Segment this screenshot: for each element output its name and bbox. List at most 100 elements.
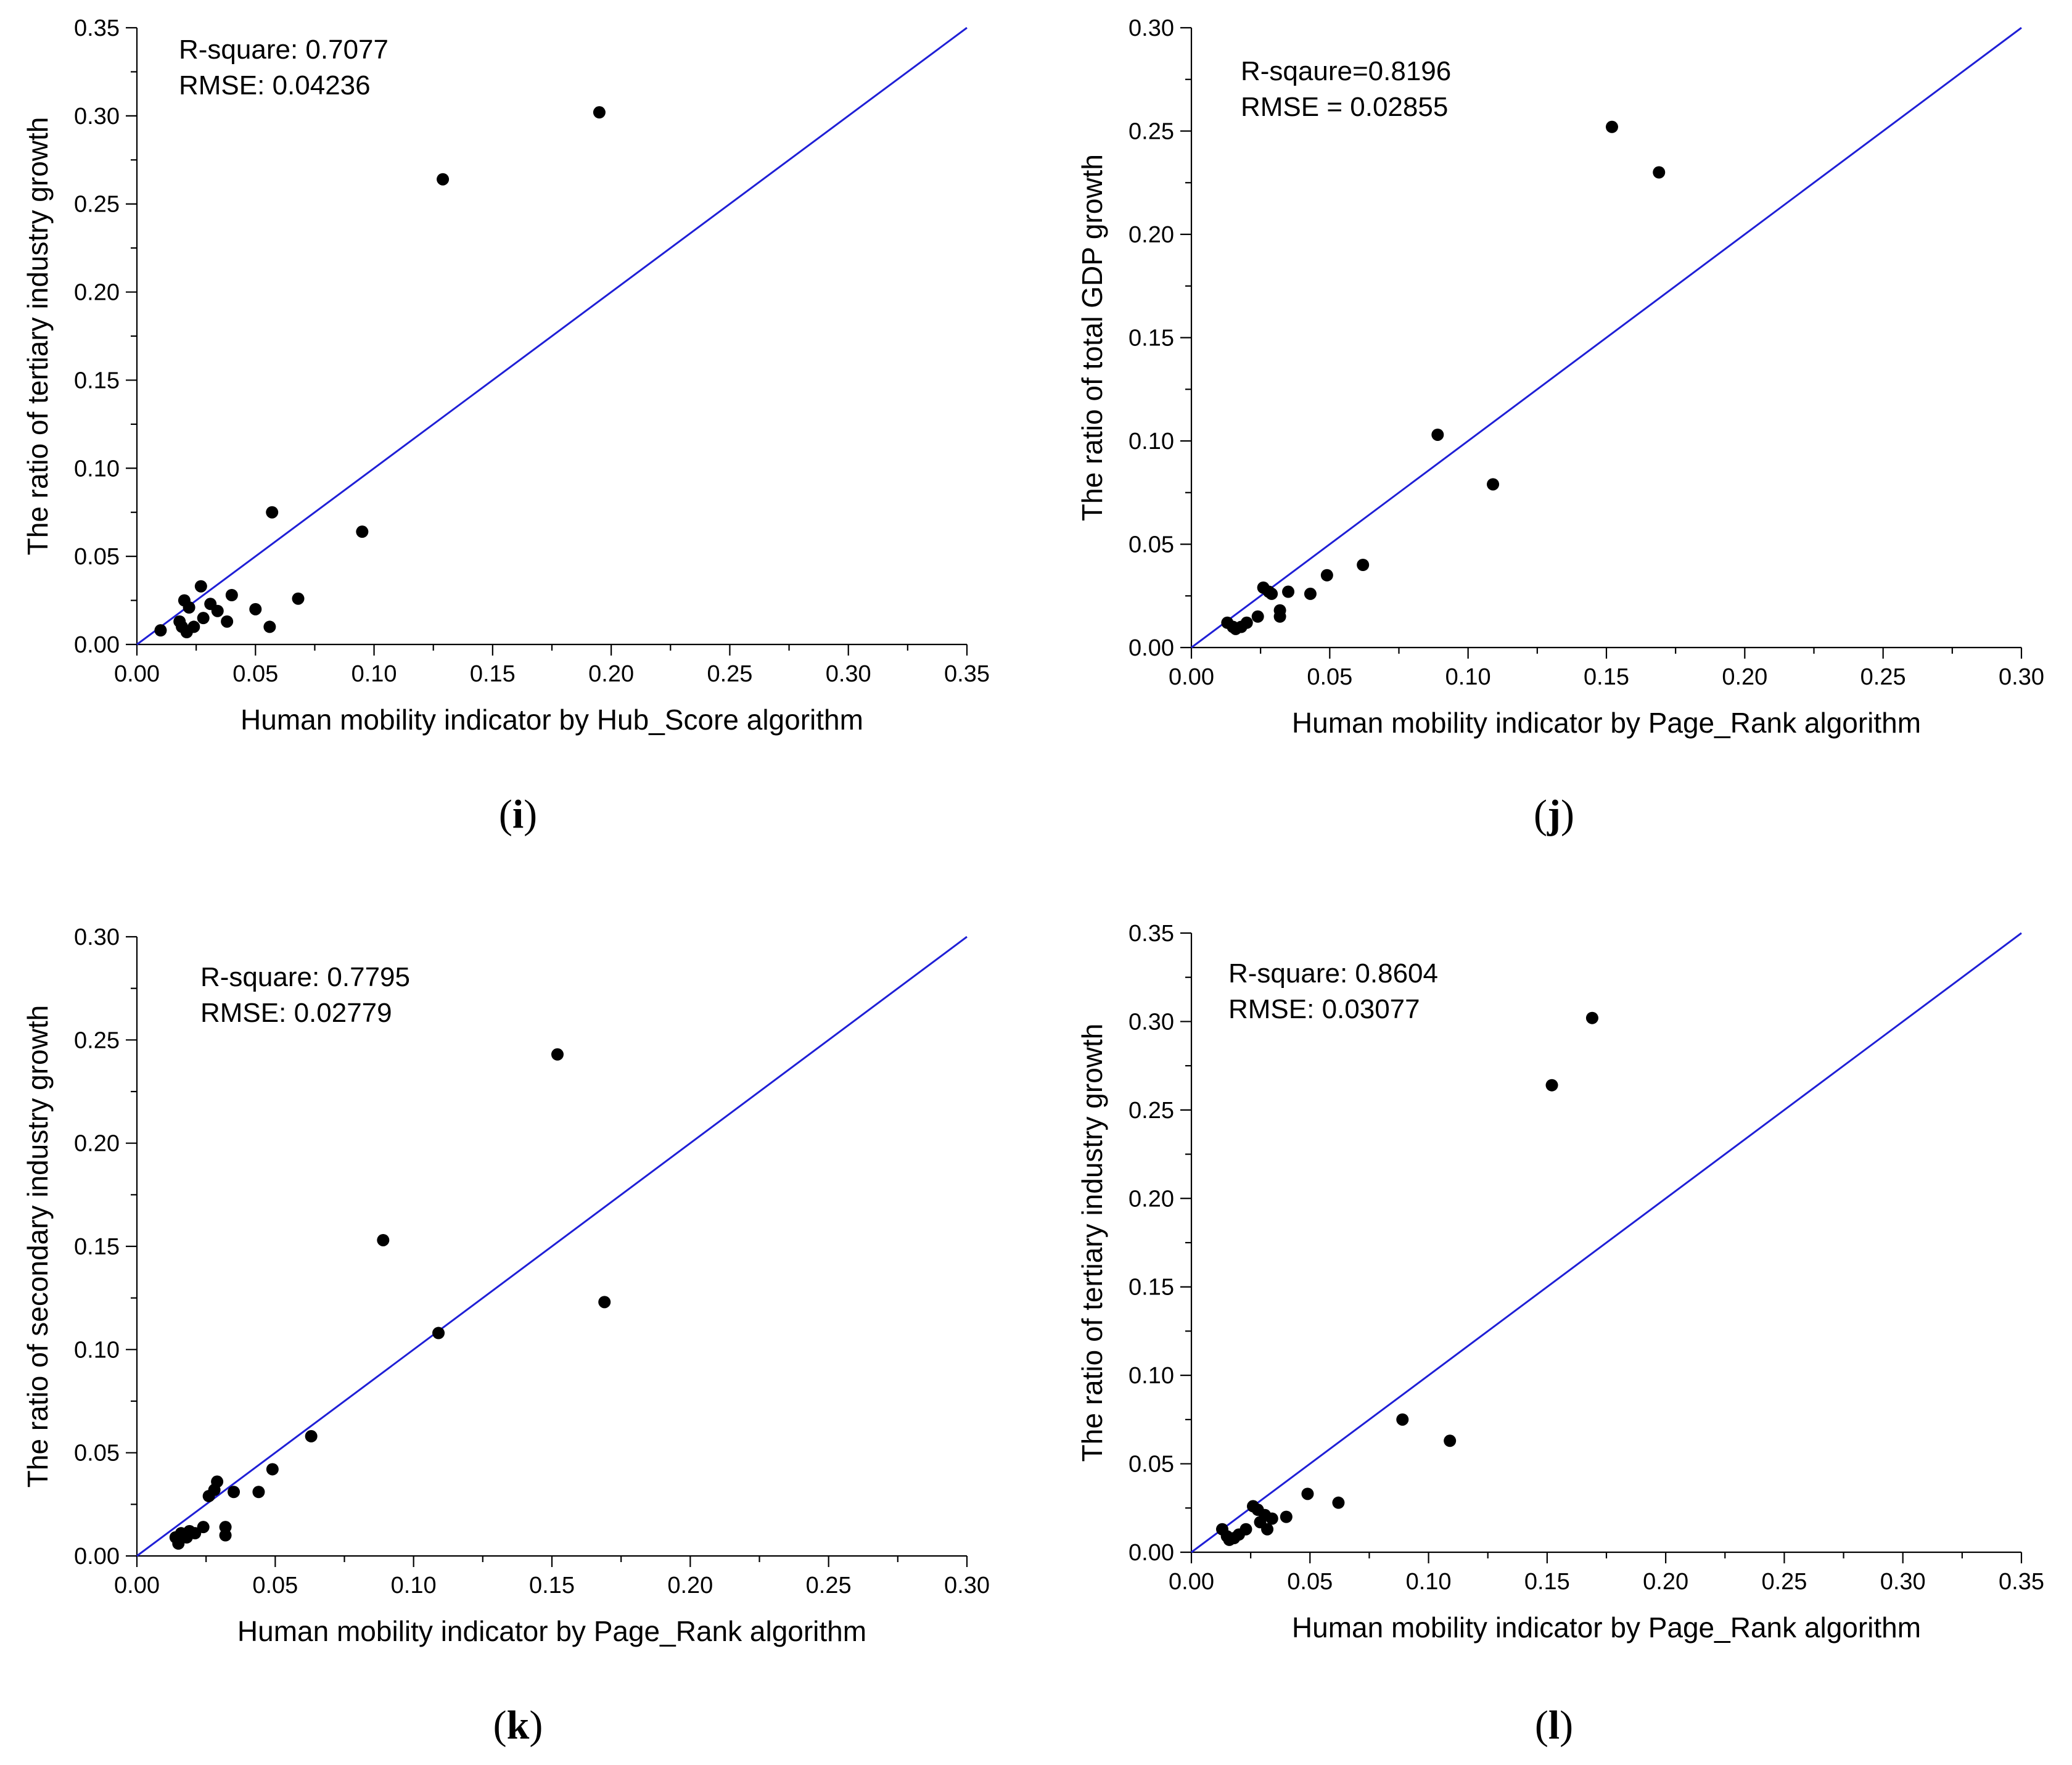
data-point <box>1261 1523 1274 1536</box>
data-point <box>1444 1434 1457 1447</box>
x-tick-label: 0.10 <box>1406 1569 1452 1595</box>
panel-caption-i: (i) <box>498 792 538 837</box>
data-point <box>266 506 279 519</box>
x-tick-label: 0.00 <box>114 661 160 687</box>
data-point <box>551 1048 564 1061</box>
data-point <box>1304 587 1317 600</box>
panel-caption-j: (j) <box>1534 792 1574 837</box>
scatter-plot-l: 0.00 0.05 0.10 0.15 0.20 0.25 0.30 0.35 0.00 0.05… <box>1076 921 2044 1644</box>
x-axis-title: Human mobility indicator by Page_Rank al… <box>1292 1611 1921 1644</box>
scatter-plot-i: 0.00 0.05 0.10 0.15 0.20 0.25 0.30 0.35 0.00 0.05… <box>22 15 990 736</box>
data-point <box>437 173 450 186</box>
data-point <box>1265 587 1278 600</box>
x-tick-label: 0.10 <box>391 1573 437 1598</box>
data-point <box>598 1296 611 1309</box>
x-tick-label: 0.30 <box>1999 664 2044 690</box>
data-point <box>183 601 195 614</box>
y-axis-title: The ratio of tertiary industry growth <box>22 117 54 556</box>
data-point <box>187 620 200 633</box>
r-square-annotation: R-square: 0.7077 <box>179 35 388 65</box>
chart-panel-i: 0.00 0.05 0.10 0.15 0.20 0.25 0.30 0.35 0.00 0.05… <box>0 0 1036 882</box>
reference-line <box>136 936 968 1557</box>
y-tick-label: 0.15 <box>74 1234 120 1260</box>
y-tick-label: 0.00 <box>74 632 120 658</box>
panel-label-j: j <box>1547 792 1561 837</box>
data-point <box>1545 1079 1558 1092</box>
y-tick-label: 0.25 <box>74 192 120 218</box>
y-tick-label: 0.05 <box>1128 532 1174 558</box>
reference-line <box>1191 27 2022 649</box>
y-tick-label: 0.15 <box>1128 326 1174 352</box>
y-tick-label: 0.05 <box>74 544 120 570</box>
y-tick-label: 0.30 <box>1128 15 1174 41</box>
y-tick-label: 0.30 <box>74 924 120 950</box>
x-tick-label: 0.15 <box>1584 664 1629 690</box>
data-point <box>1301 1487 1314 1500</box>
data-point <box>1431 428 1444 441</box>
y-tick-label: 0.15 <box>1128 1275 1174 1301</box>
data-point <box>1265 1512 1278 1525</box>
data-point <box>1396 1413 1409 1426</box>
y-tick-label: 0.30 <box>74 104 120 130</box>
x-tick-label: 0.25 <box>707 661 752 687</box>
y-tick-label: 0.10 <box>1128 429 1174 455</box>
panel-label-i: i <box>512 792 524 837</box>
data-point <box>252 1486 265 1499</box>
x-tick-label: 0.00 <box>114 1573 160 1598</box>
panel-caption-l: (l) <box>1534 1703 1574 1748</box>
data-point <box>1273 604 1286 617</box>
data-point <box>1487 478 1500 491</box>
y-tick-label: 0.10 <box>1128 1363 1174 1389</box>
x-axis-title: Human mobility indicator by Page_Rank al… <box>1292 707 1921 739</box>
x-tick-label: 0.15 <box>470 661 516 687</box>
y-tick-label: 0.15 <box>74 368 120 393</box>
data-point <box>154 624 167 637</box>
data-point <box>221 615 234 628</box>
r-square-annotation: R-sqaure=0.8196 <box>1241 56 1451 86</box>
x-tick-label: 0.25 <box>806 1573 852 1598</box>
data-point <box>1282 585 1295 598</box>
data-point <box>593 106 606 119</box>
data-point <box>1585 1011 1598 1024</box>
reference-line <box>136 27 968 646</box>
data-point <box>356 525 369 538</box>
y-tick-label: 0.05 <box>1128 1452 1174 1478</box>
x-tick-label: 0.05 <box>232 661 278 687</box>
y-tick-label: 0.00 <box>1128 635 1174 661</box>
x-tick-label: 0.20 <box>588 661 634 687</box>
data-point <box>266 1463 279 1476</box>
data-point <box>263 620 276 633</box>
data-point <box>1280 1510 1293 1523</box>
data-point <box>219 1521 232 1534</box>
x-tick-label: 0.10 <box>352 661 397 687</box>
x-tick-label: 0.35 <box>1999 1569 2044 1595</box>
y-tick-label: 0.20 <box>74 1131 120 1157</box>
data-point <box>1320 569 1333 582</box>
x-tick-label: 0.15 <box>1524 1569 1570 1595</box>
data-point <box>249 603 262 615</box>
x-tick-label: 0.05 <box>1307 664 1352 690</box>
rmse-annotation: RMSE = 0.02855 <box>1241 92 1448 122</box>
y-tick-label: 0.00 <box>1128 1540 1174 1566</box>
panel-label-k: k <box>506 1703 530 1748</box>
x-tick-label: 0.05 <box>252 1573 298 1598</box>
data-point <box>225 589 238 601</box>
scatter-plot-k: 0.00 0.05 0.10 0.15 0.20 0.25 0.30 0.00 0.05 0.10… <box>22 924 990 1647</box>
x-tick-label: 0.00 <box>1169 664 1214 690</box>
x-tick-label: 0.25 <box>1761 1569 1807 1595</box>
data-point <box>1605 120 1618 133</box>
x-tick-label: 0.30 <box>1880 1569 1926 1595</box>
scatter-plot-j: 0.00 0.05 0.10 0.15 0.20 0.25 0.30 0.00 0.05 0.10… <box>1076 15 2044 739</box>
x-tick-label: 0.35 <box>944 661 990 687</box>
y-axis-title: The ratio of total GDP growth <box>1076 154 1108 521</box>
data-point <box>197 612 210 625</box>
panel-caption-k: (k) <box>493 1703 543 1748</box>
rmse-annotation: RMSE: 0.03077 <box>1228 994 1420 1024</box>
data-point <box>377 1233 390 1246</box>
y-tick-label: 0.20 <box>1128 222 1174 248</box>
data-point <box>228 1486 240 1499</box>
x-tick-label: 0.30 <box>826 661 871 687</box>
x-tick-label: 0.20 <box>1643 1569 1688 1595</box>
x-tick-label: 0.05 <box>1287 1569 1333 1595</box>
data-point <box>1251 610 1264 623</box>
